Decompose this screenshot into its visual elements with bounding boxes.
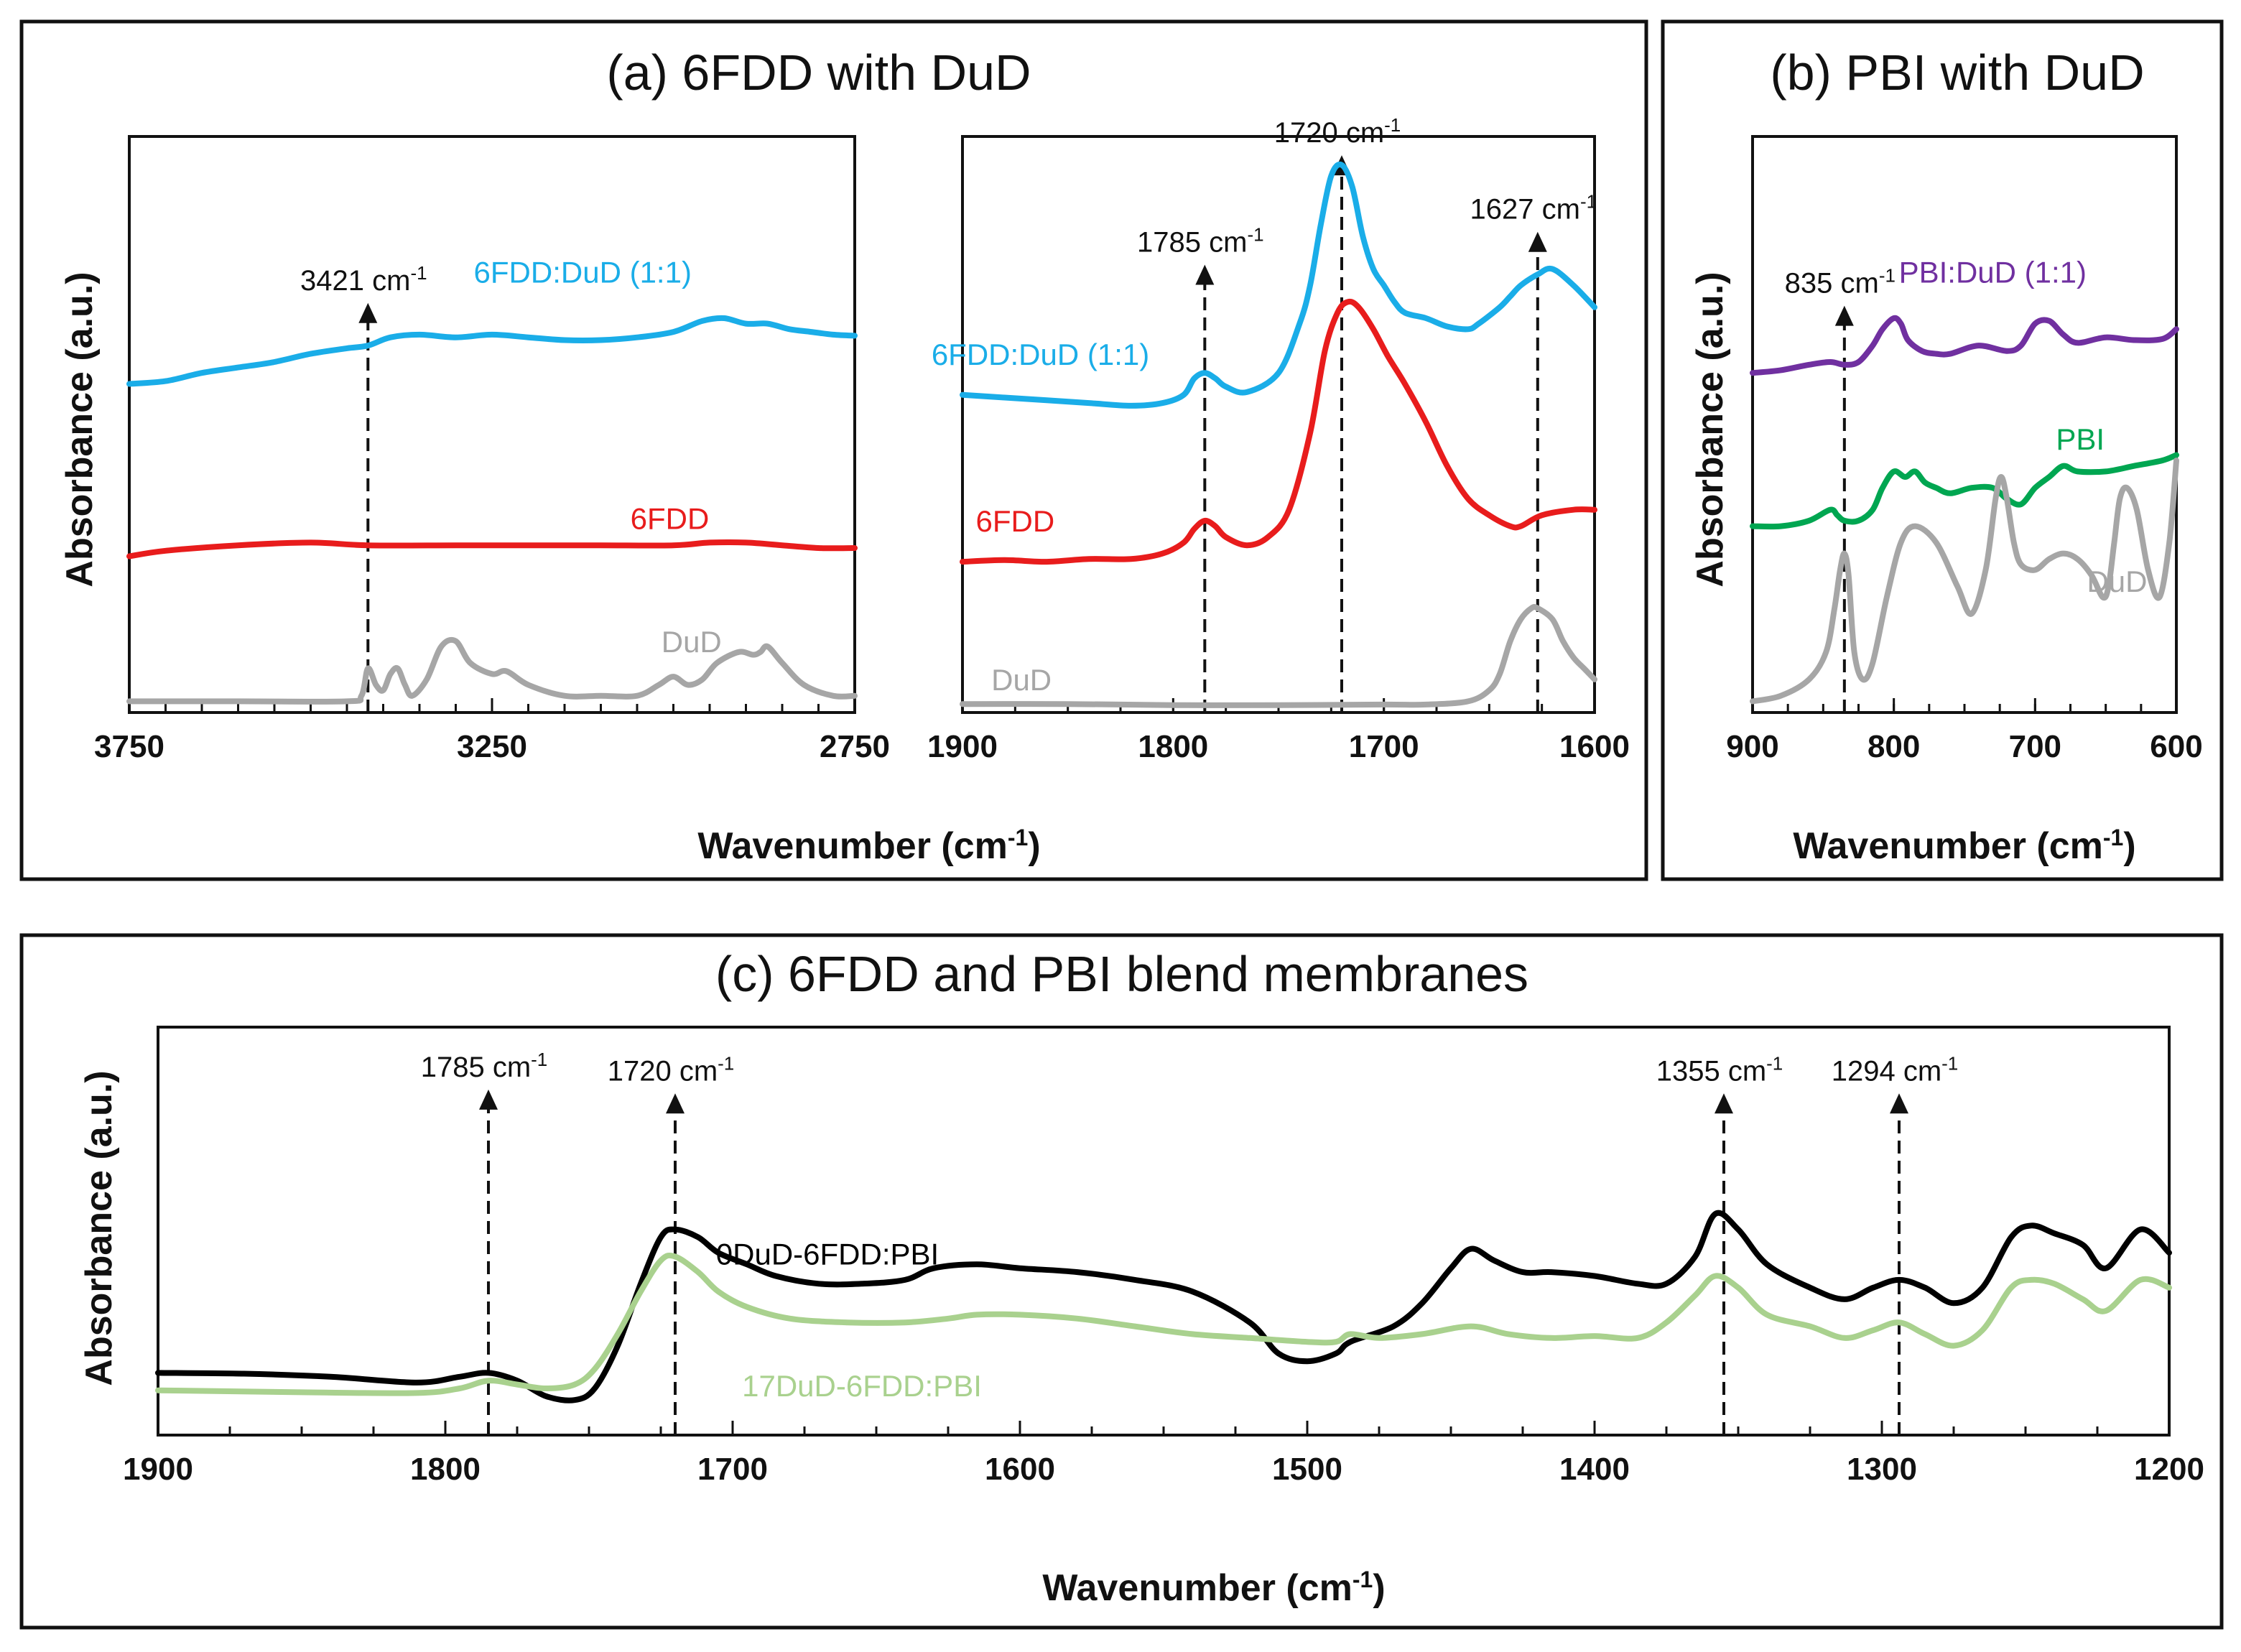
x-tick-label: 1800 xyxy=(410,1452,481,1487)
panel-c-frame xyxy=(19,933,2224,1630)
panel-a-xlabel: Wavenumber (cm-1) xyxy=(697,825,1040,867)
peak-marker-arrow xyxy=(1195,264,1215,285)
plot-c: 1900 1800 1700 1600 1500 1400 1300 1200 1785 cm-… xyxy=(123,1026,2204,1487)
series-label: DuD xyxy=(662,625,722,659)
x-tick-label: 1200 xyxy=(2134,1452,2204,1487)
x-tick-label: 1400 xyxy=(1559,1452,1630,1487)
x-tick-label: 1600 xyxy=(1559,729,1630,764)
panel-c-title: (c) 6FDD and PBI blend membranes xyxy=(715,946,1528,1002)
x-tick-label: 1900 xyxy=(927,729,998,764)
panel-c-ylabel: Absorbance (a.u.) xyxy=(78,1070,120,1386)
series-label: PBI xyxy=(2056,422,2105,456)
peak-marker-arrow xyxy=(1834,305,1854,326)
x-tick-label: 1700 xyxy=(697,1452,768,1487)
plot-frame-b xyxy=(1751,135,2178,714)
peak-marker-label: 1355 cm-1 xyxy=(1656,1052,1783,1087)
series-label: DuD xyxy=(991,663,1052,697)
panel-a-ylabel: Absorbance (a.u.) xyxy=(59,272,101,587)
x-tick-label: 700 xyxy=(2009,729,2061,764)
plot-b: 900 800 700 600 835 cm-1 PBI:DuD (1:1) PBI DuD xyxy=(1726,135,2203,764)
series-line-dud xyxy=(1750,458,2179,705)
x-tick-label: 600 xyxy=(2150,729,2202,764)
x-tick-label: 800 xyxy=(1868,729,1920,764)
series-label: PBI:DuD (1:1) xyxy=(1899,256,2087,289)
peak-marker-label: 3421 cm-1 xyxy=(300,262,427,297)
x-tick-label: 1900 xyxy=(123,1452,193,1487)
peak-marker-arrow xyxy=(358,302,378,323)
series-line-pbi xyxy=(1750,452,2179,530)
peak-marker-label: 1720 cm-1 xyxy=(608,1052,735,1087)
series-label: 6FDD:DuD (1:1) xyxy=(474,256,692,289)
peak-marker-arrow xyxy=(479,1089,498,1110)
panel-b-title: (b) PBI with DuD xyxy=(1770,45,2144,101)
series-line-0dud-6fdd-pbi xyxy=(155,1210,2172,1403)
series-line-6fdd-dud-1-1- xyxy=(126,315,858,387)
series-line-dud xyxy=(126,636,858,705)
panel-b-xlabel: Wavenumber (cm-1) xyxy=(1793,825,2135,867)
x-tick-label: 1600 xyxy=(985,1452,1055,1487)
series-label: 0DuD-6FDD:PBI xyxy=(716,1237,939,1271)
series-line-6fdd-dud-1-1- xyxy=(960,162,1597,409)
plot-frame-a_left xyxy=(128,135,856,714)
peak-marker-label: 1785 cm-1 xyxy=(421,1049,548,1083)
panel-c-xlabel: Wavenumber (cm-1) xyxy=(1042,1567,1385,1609)
x-tick-label: 1500 xyxy=(1272,1452,1342,1487)
peak-marker-label: 1720 cm-1 xyxy=(1274,114,1401,149)
series-line-6fdd xyxy=(960,298,1597,565)
series-label: 6FDD:DuD (1:1) xyxy=(932,338,1149,371)
peak-marker-arrow xyxy=(1528,231,1547,252)
x-tick-label: 3750 xyxy=(94,729,164,764)
x-tick-label: 1300 xyxy=(1847,1452,1917,1487)
series-label: DuD xyxy=(2087,565,2147,598)
series-label: 17DuD-6FDD:PBI xyxy=(742,1369,982,1403)
x-tick-label: 2750 xyxy=(820,729,890,764)
plot-a-left: 3750 3250 2750 3421 cm-1 6FDD:DuD (1:1) 6FDD D… xyxy=(94,135,890,764)
x-tick-label: 3250 xyxy=(457,729,527,764)
x-tick-label: 900 xyxy=(1726,729,1778,764)
series-line-dud xyxy=(960,603,1597,708)
series-line-17dud-6fdd-pbi xyxy=(155,1252,2172,1396)
x-tick-label: 1800 xyxy=(1138,729,1208,764)
x-tick-label: 1700 xyxy=(1349,729,1419,764)
peak-marker-label: 1785 cm-1 xyxy=(1137,223,1264,258)
series-label: 6FDD xyxy=(975,504,1054,538)
peak-marker-arrow xyxy=(1890,1093,1908,1114)
panel-b-ylabel: Absorbance (a.u.) xyxy=(1689,272,1731,587)
series-line-pbi-dud-1-1- xyxy=(1750,315,2179,376)
panel-a-frame xyxy=(19,19,1648,881)
series-label: 6FDD xyxy=(631,501,710,535)
peak-marker-arrow xyxy=(1715,1093,1733,1114)
peak-marker-label: 835 cm-1 xyxy=(1785,265,1896,300)
peak-marker-label: 1294 cm-1 xyxy=(1832,1052,1959,1087)
plot-a-right: 1900 1800 1700 1600 1785 cm-1 1720 cm-1 1627 c… xyxy=(927,114,1630,764)
series-line-6fdd xyxy=(126,539,858,560)
panel-a-title: (a) 6FDD with DuD xyxy=(606,45,1031,101)
peak-marker-label: 1627 cm-1 xyxy=(1470,191,1597,226)
panel-b-frame xyxy=(1661,19,2224,881)
peak-marker-arrow xyxy=(666,1093,685,1114)
